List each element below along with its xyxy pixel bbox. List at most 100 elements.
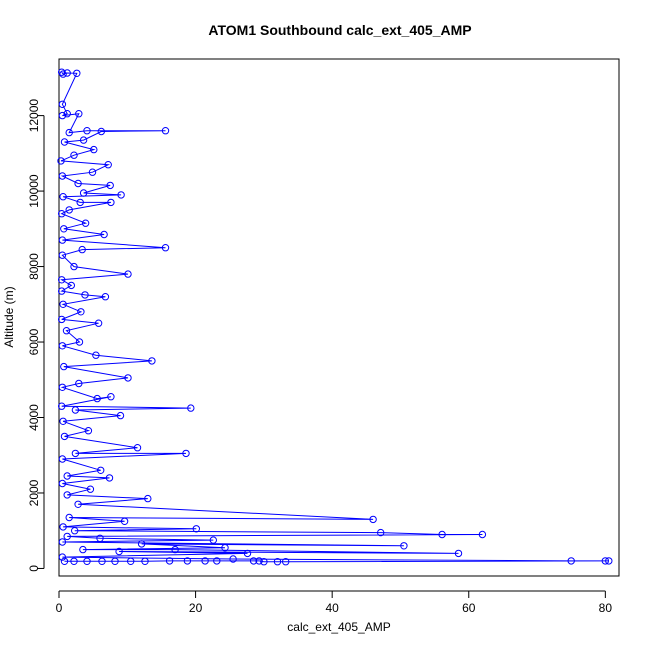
data-point bbox=[161, 127, 170, 135]
data-point bbox=[62, 327, 71, 335]
data-point bbox=[369, 515, 377, 524]
data-point bbox=[58, 276, 66, 284]
data-point bbox=[115, 547, 123, 556]
data-point bbox=[60, 138, 69, 146]
x-axis-label: calc_ext_405_AMP bbox=[287, 620, 390, 634]
y-tick-label: 12000 bbox=[27, 99, 41, 133]
data-point bbox=[60, 557, 69, 565]
data-point bbox=[92, 351, 100, 359]
data-point bbox=[400, 542, 408, 550]
data-point bbox=[70, 151, 78, 159]
data-point bbox=[105, 474, 114, 482]
data-point bbox=[97, 466, 105, 474]
data-point bbox=[57, 157, 65, 165]
data-point bbox=[255, 557, 263, 565]
data-point bbox=[249, 557, 258, 565]
data-point bbox=[59, 193, 67, 201]
data-point bbox=[101, 293, 110, 301]
data-point bbox=[58, 210, 66, 218]
data-point bbox=[58, 315, 66, 324]
data-point bbox=[65, 513, 73, 522]
data-point bbox=[144, 494, 152, 503]
series-layer bbox=[57, 68, 613, 566]
x-tick-label: 20 bbox=[189, 601, 203, 615]
data-point bbox=[282, 558, 290, 566]
data-point bbox=[104, 161, 112, 169]
data-point bbox=[133, 444, 142, 452]
chart-title: ATOM1 Southbound calc_ext_405_AMP bbox=[208, 22, 471, 38]
data-point bbox=[273, 558, 282, 566]
data-point bbox=[201, 557, 209, 565]
data-point bbox=[83, 127, 91, 135]
data-point bbox=[79, 136, 88, 144]
data-point bbox=[187, 404, 195, 412]
data-point bbox=[124, 374, 132, 382]
x-axis: 0 20 40 60 80 bbox=[56, 590, 613, 615]
data-point bbox=[127, 557, 135, 565]
data-point bbox=[63, 69, 71, 77]
data-point bbox=[94, 319, 103, 327]
data-point bbox=[70, 262, 78, 271]
data-point bbox=[58, 287, 66, 295]
y-tick-label: 0 bbox=[27, 565, 41, 572]
data-point bbox=[229, 555, 237, 563]
data-point bbox=[71, 406, 80, 414]
data-point bbox=[74, 500, 82, 508]
data-point bbox=[161, 244, 170, 252]
data-point bbox=[58, 172, 67, 180]
data-point bbox=[243, 549, 252, 558]
data-point bbox=[107, 198, 115, 207]
data-point bbox=[438, 530, 446, 539]
y-axis: 0 2000 4000 6000 8000 10000 12000 bbox=[27, 99, 45, 572]
data-point bbox=[209, 536, 218, 544]
data-point bbox=[58, 383, 67, 391]
data-point bbox=[81, 291, 89, 299]
data-point bbox=[93, 394, 101, 403]
data-point bbox=[83, 557, 91, 565]
data-point bbox=[58, 342, 67, 350]
data-point bbox=[88, 168, 97, 176]
data-point bbox=[59, 300, 67, 308]
x-tick-label: 80 bbox=[599, 601, 613, 615]
data-point bbox=[78, 245, 86, 254]
data-point bbox=[141, 557, 149, 565]
data-point bbox=[97, 127, 106, 136]
y-axis-label: Altitude (m) bbox=[2, 286, 16, 347]
y-tick-label: 2000 bbox=[27, 479, 41, 506]
data-point bbox=[221, 544, 229, 552]
data-point bbox=[58, 236, 67, 244]
data-point bbox=[84, 427, 93, 435]
data-point bbox=[192, 525, 201, 533]
data-point bbox=[58, 455, 67, 463]
data-point bbox=[137, 540, 146, 548]
data-point bbox=[60, 432, 69, 441]
data-point bbox=[71, 449, 80, 458]
data-point bbox=[96, 534, 104, 542]
data-point bbox=[182, 449, 190, 458]
data-point bbox=[183, 557, 192, 565]
data-point bbox=[67, 281, 76, 290]
data-point bbox=[75, 110, 83, 118]
data-point bbox=[86, 485, 95, 493]
data-point bbox=[58, 479, 67, 488]
data-point bbox=[58, 402, 66, 410]
series-line bbox=[60, 71, 609, 563]
data-point bbox=[165, 557, 174, 565]
data-point bbox=[171, 545, 179, 554]
data-point bbox=[58, 553, 67, 561]
x-tick-label: 0 bbox=[56, 601, 63, 615]
data-point bbox=[454, 549, 463, 558]
data-point bbox=[567, 557, 575, 565]
data-point bbox=[601, 557, 609, 565]
data-point bbox=[90, 145, 98, 154]
data-point bbox=[71, 527, 79, 535]
data-point bbox=[117, 191, 125, 199]
data-point bbox=[605, 557, 613, 565]
y-tick-label: 4000 bbox=[27, 404, 41, 431]
y-tick-label: 6000 bbox=[27, 328, 41, 355]
data-point bbox=[63, 491, 71, 499]
data-point bbox=[63, 110, 71, 118]
data-point bbox=[100, 230, 108, 239]
data-point bbox=[58, 68, 66, 76]
